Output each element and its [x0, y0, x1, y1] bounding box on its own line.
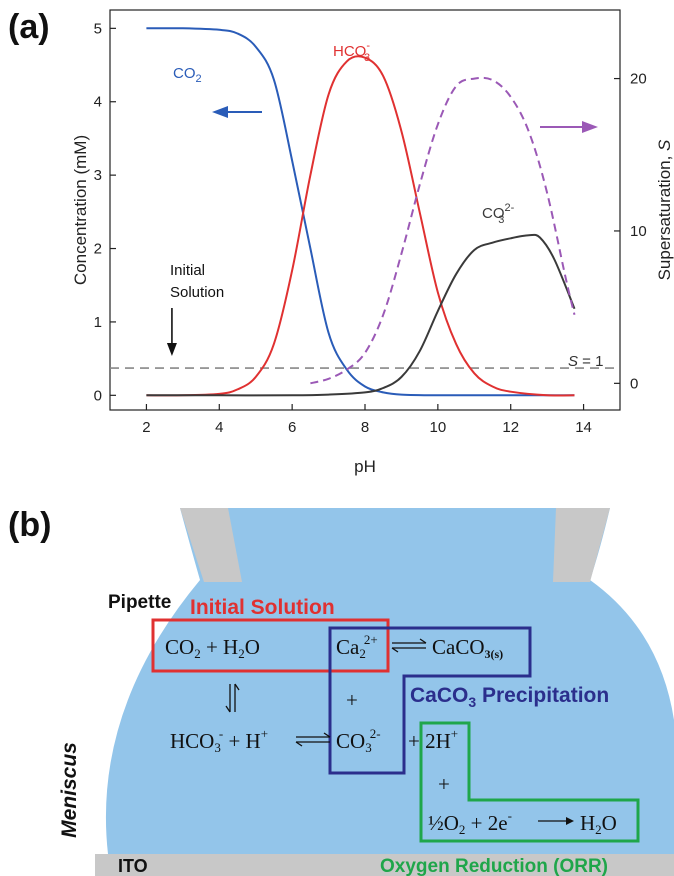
meniscus-label: Meniscus — [58, 742, 81, 838]
series-supersaturation-line — [310, 76, 576, 385]
eq-orr-arrow — [538, 817, 574, 825]
s-equals-one-label: S = 1 — [568, 353, 603, 370]
y-right-tick-label: 20 — [630, 71, 647, 88]
x-tick-label: 10 — [430, 419, 447, 436]
x-tick-label: 6 — [288, 419, 296, 436]
initial-solution-label-line2: Solution — [170, 284, 224, 301]
initial-arrow-head — [166, 343, 177, 356]
series-co2-line — [146, 27, 575, 397]
co2-series-label: CO2 — [173, 65, 202, 85]
pipette-right-wall — [553, 508, 610, 582]
series-co3-line — [146, 233, 576, 397]
eq-plus-2: + — [438, 772, 450, 796]
eq-plus-1: + — [346, 688, 358, 712]
x-tick-label: 4 — [215, 419, 223, 436]
meniscus-droplet — [105, 508, 674, 854]
eq-co3: CO32- — [336, 726, 381, 755]
y-left-tick-label: 1 — [94, 314, 102, 331]
x-tick-label: 14 — [575, 419, 592, 436]
initial-solution-box — [151, 618, 390, 673]
initial-solution-title: Initial Solution — [190, 596, 335, 619]
eq-hco3-h: HCO3- + H+ — [170, 726, 268, 755]
y-left-tick-label: 3 — [94, 167, 102, 184]
eq-caco3: CaCO3(s) — [432, 635, 503, 661]
y-right-tick-label: 0 — [630, 375, 638, 392]
pipette-left-wall — [180, 508, 242, 582]
eq-ca-equilibrium-arrow — [391, 638, 427, 653]
panel-b-label: (b) — [8, 506, 51, 544]
co3-series-label: CO2-3 — [482, 202, 515, 226]
initial-solution-arrow — [166, 308, 177, 356]
eq-co2-h2o: CO2 + H2O — [165, 635, 260, 661]
y-left-tick-label: 2 — [94, 241, 102, 258]
precipitation-title: CaCO3 Precipitation — [410, 684, 609, 710]
eq-2h: + 2H+ — [408, 726, 458, 753]
panel-b-diagram: (b) ITO Pipette Meniscus Initial Solutio… — [8, 506, 674, 876]
y-left-tick-label: 5 — [94, 20, 102, 37]
x-tick-label: 2 — [142, 419, 150, 436]
right-axis-arrow — [540, 121, 598, 133]
pipette-label: Pipette — [108, 592, 171, 613]
x-tick-label: 8 — [361, 419, 369, 436]
eq-orr-lhs: ½O2 + 2e- — [428, 808, 512, 837]
y-right-tick-label: 10 — [630, 223, 647, 240]
orr-box — [419, 721, 640, 843]
series-layer — [110, 27, 620, 397]
y-left-tick-label: 4 — [94, 94, 102, 111]
x-axis-title: pH — [354, 457, 376, 476]
orr-title: Oxygen Reduction (ORR) — [380, 856, 608, 876]
eq-hco3-equilibrium-arrow — [295, 732, 331, 747]
x-tick-label: 12 — [502, 419, 519, 436]
ito-substrate — [95, 854, 674, 876]
hco3-series-label: HCO-3 — [333, 40, 370, 64]
precipitation-box — [328, 626, 532, 775]
y-left-axis-title: Concentration (mM) — [71, 135, 90, 285]
ito-label: ITO — [118, 856, 148, 876]
y-right-axis-title: Supersaturation, S — [655, 139, 674, 280]
series-hco3-line — [146, 55, 575, 397]
y-left-tick-label: 0 — [94, 387, 102, 404]
panel-a-label: (a) — [8, 8, 50, 46]
left-axis-arrow — [212, 106, 262, 118]
eq-orr-h2o: H2O — [580, 811, 617, 837]
initial-solution-label-line1: Initial — [170, 262, 205, 279]
eq-ca: Ca22+ — [336, 632, 378, 661]
eq-vertical-equilibrium-arrow — [225, 683, 240, 713]
